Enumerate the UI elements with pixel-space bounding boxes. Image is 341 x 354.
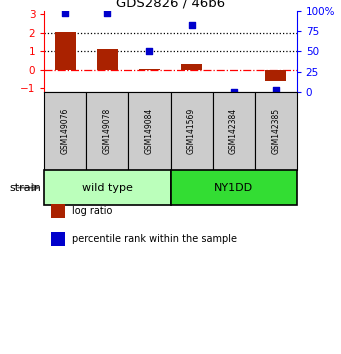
Text: GSM149076: GSM149076 [61, 108, 70, 154]
Bar [265, 70, 286, 81]
Text: GSM149084: GSM149084 [145, 108, 154, 154]
Point [63, 10, 68, 16]
Bar [181, 64, 202, 70]
Point [231, 89, 236, 95]
Text: log ratio: log ratio [72, 206, 112, 216]
Point [105, 10, 110, 16]
Bar [55, 32, 76, 70]
Bar [97, 49, 118, 70]
Text: wild type: wild type [82, 183, 133, 193]
Point [147, 48, 152, 53]
Text: GSM149078: GSM149078 [103, 108, 112, 154]
Text: NY1DD: NY1DD [214, 183, 253, 193]
Text: GSM142384: GSM142384 [229, 108, 238, 154]
Text: GSM141569: GSM141569 [187, 108, 196, 154]
Text: GSM142385: GSM142385 [271, 108, 280, 154]
Text: percentile rank within the sample: percentile rank within the sample [72, 234, 237, 244]
Text: strain: strain [9, 183, 41, 193]
Point [273, 87, 278, 93]
Bar [139, 69, 160, 70]
Title: GDS2826 / 46b6: GDS2826 / 46b6 [116, 0, 225, 10]
Point [189, 22, 194, 28]
